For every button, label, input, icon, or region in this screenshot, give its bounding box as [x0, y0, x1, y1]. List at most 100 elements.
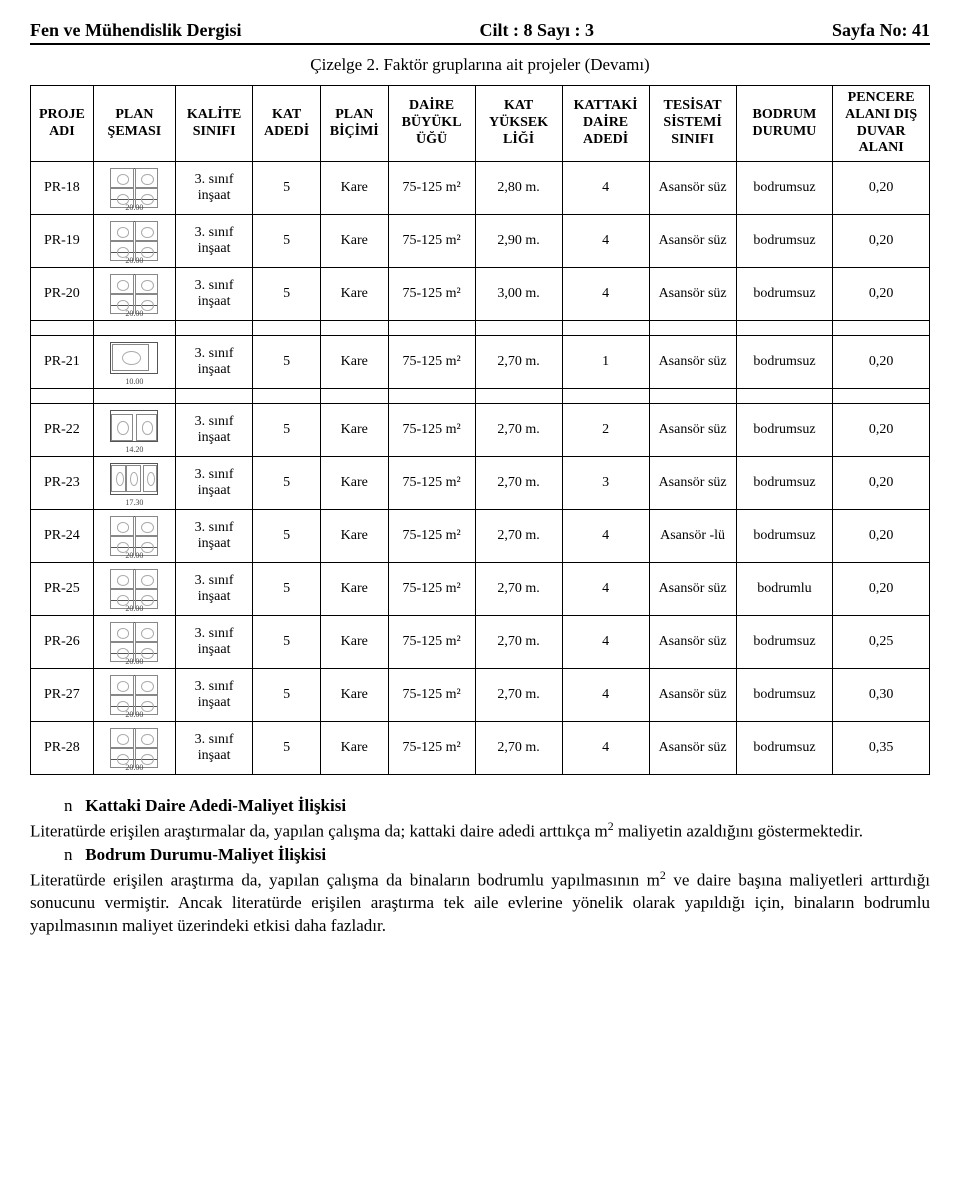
cell-proje: PR-28 [31, 722, 94, 775]
col-yuksek: KAT YÜKSEK LİĞİ [475, 86, 562, 162]
plan-icon: 20.00 [108, 620, 160, 664]
table-row: PR-2820.003. sınıf inşaat5Kare75-125 m²2… [31, 722, 930, 775]
table-row: PR-2317.303. sınıf inşaat5Kare75-125 m²2… [31, 457, 930, 510]
plan-icon: 20.00 [108, 514, 160, 558]
cell-kat: 5 [253, 616, 321, 669]
cell-bodrum: bodrumsuz [736, 336, 833, 389]
cell-bodrum: bodrumsuz [736, 457, 833, 510]
cell-buyuk: 75-125 m² [388, 669, 475, 722]
col-buyuk: DAİRE BÜYÜKL ÜĞÜ [388, 86, 475, 162]
para-1a: Literatürde erişilen araştırmalar da, ya… [30, 822, 608, 841]
cell-daire: 4 [562, 268, 649, 321]
cell-plan-sema: 17.30 [93, 457, 175, 510]
cell-buyuk: 75-125 m² [388, 404, 475, 457]
cell-plan-sema: 20.00 [93, 510, 175, 563]
cell-plan-sema: 20.00 [93, 162, 175, 215]
cell-bodrum: bodrumlu [736, 563, 833, 616]
cell-kalite: 3. sınıf inşaat [175, 510, 252, 563]
col-tesisat: TESİSAT SİSTEMİ SINIFI [649, 86, 736, 162]
subheading-2: Bodrum Durumu-Maliyet İlişkisi [85, 845, 326, 864]
cell-plan-sema: 14.20 [93, 404, 175, 457]
table-row: PR-1820.003. sınıf inşaat5Kare75-125 m²2… [31, 162, 930, 215]
projects-table: PROJE ADI PLAN ŞEMASI KALİTE SINIFI KAT … [30, 85, 930, 775]
cell-daire: 4 [562, 722, 649, 775]
cell-buyuk: 75-125 m² [388, 510, 475, 563]
cell-bicim: Kare [320, 722, 388, 775]
cell-plan-sema: 20.00 [93, 215, 175, 268]
cell-plan-sema: 20.00 [93, 722, 175, 775]
cell-kat: 5 [253, 510, 321, 563]
cell-kat: 5 [253, 669, 321, 722]
plan-icon: 20.00 [108, 166, 160, 210]
cell-daire: 4 [562, 215, 649, 268]
cell-tesisat: Asansör süz [649, 336, 736, 389]
cell-tesisat: Asansör süz [649, 722, 736, 775]
cell-bicim: Kare [320, 563, 388, 616]
cell-plan-sema: 20.00 [93, 616, 175, 669]
plan-icon: 20.00 [108, 219, 160, 263]
cell-yuksek: 2,70 m. [475, 336, 562, 389]
cell-kalite: 3. sınıf inşaat [175, 215, 252, 268]
cell-bodrum: bodrumsuz [736, 510, 833, 563]
col-kattaki: KATTAKİ DAİRE ADEDİ [562, 86, 649, 162]
cell-tesisat: Asansör süz [649, 457, 736, 510]
table-row: PR-2020.003. sınıf inşaat5Kare75-125 m²3… [31, 268, 930, 321]
cell-tesisat: Asansör süz [649, 616, 736, 669]
cell-tesisat: Asansör süz [649, 563, 736, 616]
cell-bodrum: bodrumsuz [736, 162, 833, 215]
body-paragraphs: n Kattaki Daire Adedi-Maliyet İlişkisi L… [30, 795, 930, 938]
cell-yuksek: 2,70 m. [475, 722, 562, 775]
cell-tesisat: Asansör -lü [649, 510, 736, 563]
cell-daire: 4 [562, 616, 649, 669]
col-proje: PROJE ADI [31, 86, 94, 162]
cell-daire: 4 [562, 162, 649, 215]
cell-plan-sema: 20.00 [93, 669, 175, 722]
cell-kalite: 3. sınıf inşaat [175, 669, 252, 722]
cell-pencere: 0,20 [833, 510, 930, 563]
cell-kat: 5 [253, 563, 321, 616]
cell-bodrum: bodrumsuz [736, 722, 833, 775]
table-header-row: PROJE ADI PLAN ŞEMASI KALİTE SINIFI KAT … [31, 86, 930, 162]
para-1b: maliyetin azaldığını göstermektedir. [618, 822, 863, 841]
table-gap-row [31, 321, 930, 336]
cell-kat: 5 [253, 336, 321, 389]
cell-proje: PR-23 [31, 457, 94, 510]
cell-plan-sema: 10.00 [93, 336, 175, 389]
cell-bicim: Kare [320, 457, 388, 510]
cell-daire: 3 [562, 457, 649, 510]
cell-proje: PR-26 [31, 616, 94, 669]
cell-proje: PR-25 [31, 563, 94, 616]
cell-kat: 5 [253, 268, 321, 321]
cell-buyuk: 75-125 m² [388, 457, 475, 510]
cell-daire: 1 [562, 336, 649, 389]
plan-icon: 14.20 [108, 408, 160, 452]
cell-proje: PR-19 [31, 215, 94, 268]
cell-kalite: 3. sınıf inşaat [175, 616, 252, 669]
subheading-1: Kattaki Daire Adedi-Maliyet İlişkisi [85, 796, 346, 815]
cell-bicim: Kare [320, 336, 388, 389]
cell-kat: 5 [253, 404, 321, 457]
cell-kat: 5 [253, 722, 321, 775]
cell-pencere: 0,20 [833, 404, 930, 457]
header-right: Sayfa No: 41 [832, 20, 930, 41]
table-row: PR-1920.003. sınıf inşaat5Kare75-125 m²2… [31, 215, 930, 268]
cell-pencere: 0,25 [833, 616, 930, 669]
header-center: Cilt : 8 Sayı : 3 [480, 20, 595, 41]
plan-icon: 20.00 [108, 673, 160, 717]
cell-proje: PR-24 [31, 510, 94, 563]
cell-proje: PR-22 [31, 404, 94, 457]
cell-buyuk: 75-125 m² [388, 722, 475, 775]
page-header: Fen ve Mühendislik Dergisi Cilt : 8 Sayı… [30, 20, 930, 45]
cell-proje: PR-20 [31, 268, 94, 321]
cell-kalite: 3. sınıf inşaat [175, 162, 252, 215]
cell-kat: 5 [253, 162, 321, 215]
col-bicim: PLAN BİÇİMİ [320, 86, 388, 162]
col-pencere: PENCERE ALANI DIŞ DUVAR ALANI [833, 86, 930, 162]
col-katad: KAT ADEDİ [253, 86, 321, 162]
table-row: PR-2110.003. sınıf inşaat5Kare75-125 m²2… [31, 336, 930, 389]
cell-yuksek: 2,70 m. [475, 457, 562, 510]
cell-buyuk: 75-125 m² [388, 616, 475, 669]
cell-bicim: Kare [320, 162, 388, 215]
cell-buyuk: 75-125 m² [388, 336, 475, 389]
plan-icon: 17.30 [108, 461, 160, 505]
